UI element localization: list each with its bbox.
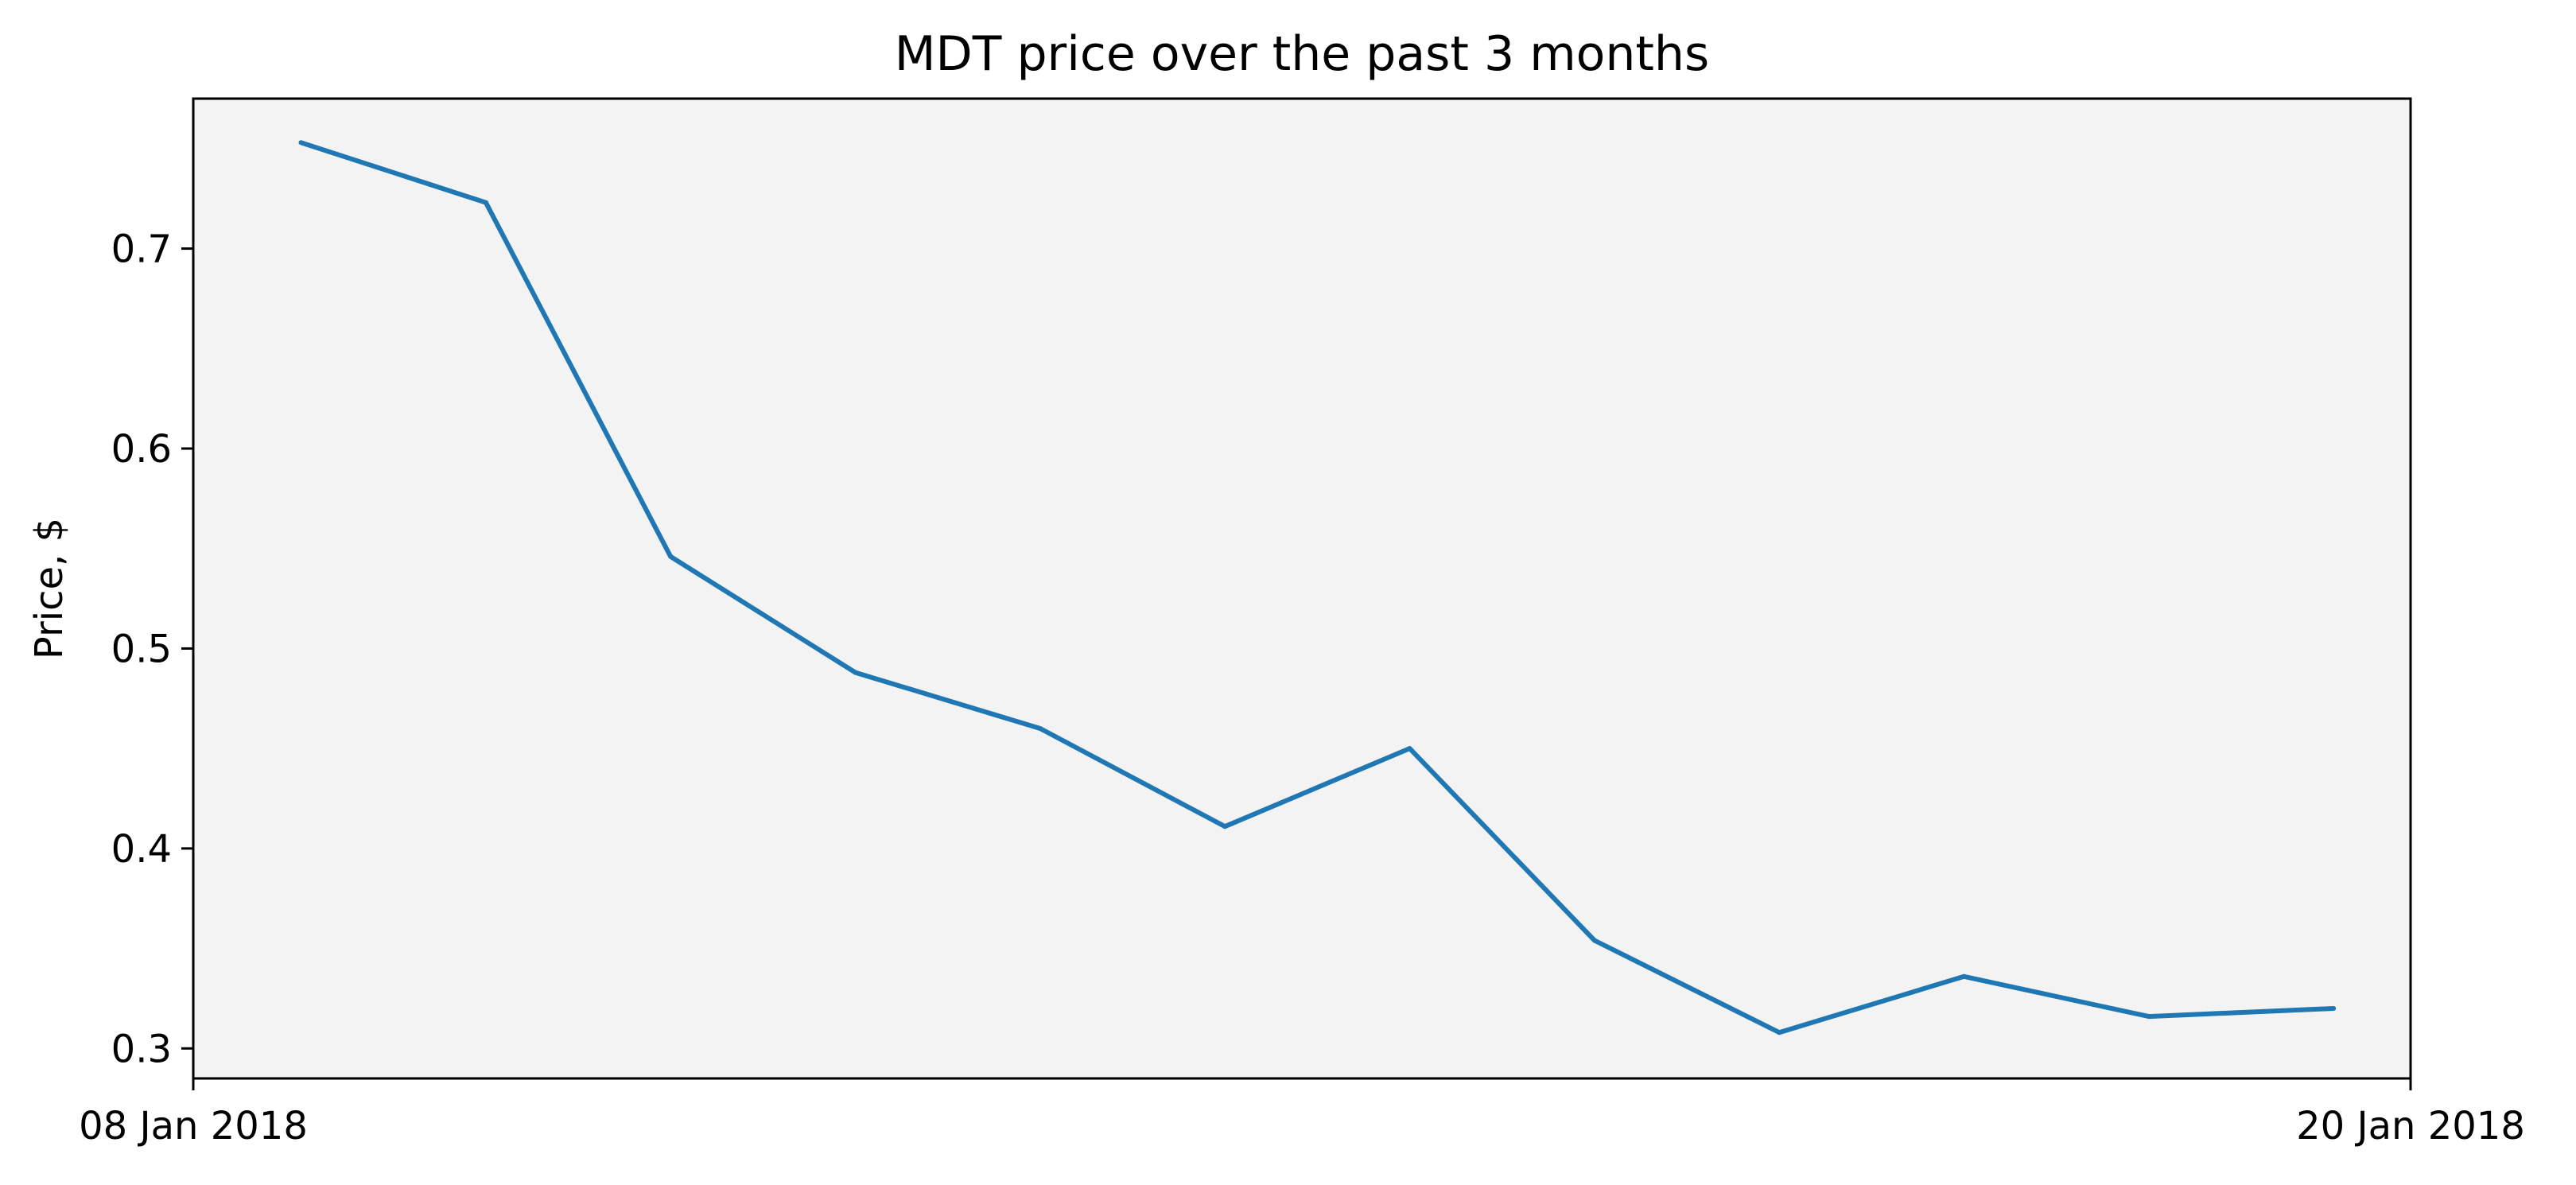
y-axis-label: Price, $ — [27, 518, 72, 659]
data-point — [853, 670, 858, 675]
data-point — [2146, 1014, 2151, 1020]
data-point — [1777, 1030, 1782, 1035]
x-tick-label: 20 Jan 2018 — [2296, 1104, 2525, 1148]
y-tick-label: 0.4 — [111, 827, 172, 872]
data-point — [1222, 824, 1228, 830]
data-point — [1037, 726, 1043, 731]
data-point — [2331, 1006, 2337, 1011]
plot-frame — [192, 97, 2412, 1080]
y-tick-label: 0.7 — [111, 227, 172, 272]
price-series-line — [300, 140, 2334, 1035]
y-tick-label: 0.5 — [111, 627, 172, 671]
data-point — [483, 200, 488, 205]
x-tick-label: 08 Jan 2018 — [79, 1104, 308, 1148]
x-axis-ticks: 08 Jan 2018 20 Jan 2018 — [79, 1078, 2525, 1148]
series-lines — [298, 140, 2337, 1035]
data-point — [1407, 746, 1412, 752]
chart-title: MDT price over the past 3 months — [895, 26, 1709, 82]
data-point — [1591, 938, 1597, 943]
y-tick-label: 0.3 — [111, 1027, 172, 1071]
y-tick-label: 0.6 — [111, 427, 172, 472]
plot-area — [193, 99, 2411, 1078]
y-axis-ticks: 0.3 0.4 0.5 0.6 0.7 — [111, 227, 193, 1071]
data-point — [1961, 973, 1967, 979]
data-point — [668, 554, 674, 559]
data-point — [298, 140, 304, 146]
